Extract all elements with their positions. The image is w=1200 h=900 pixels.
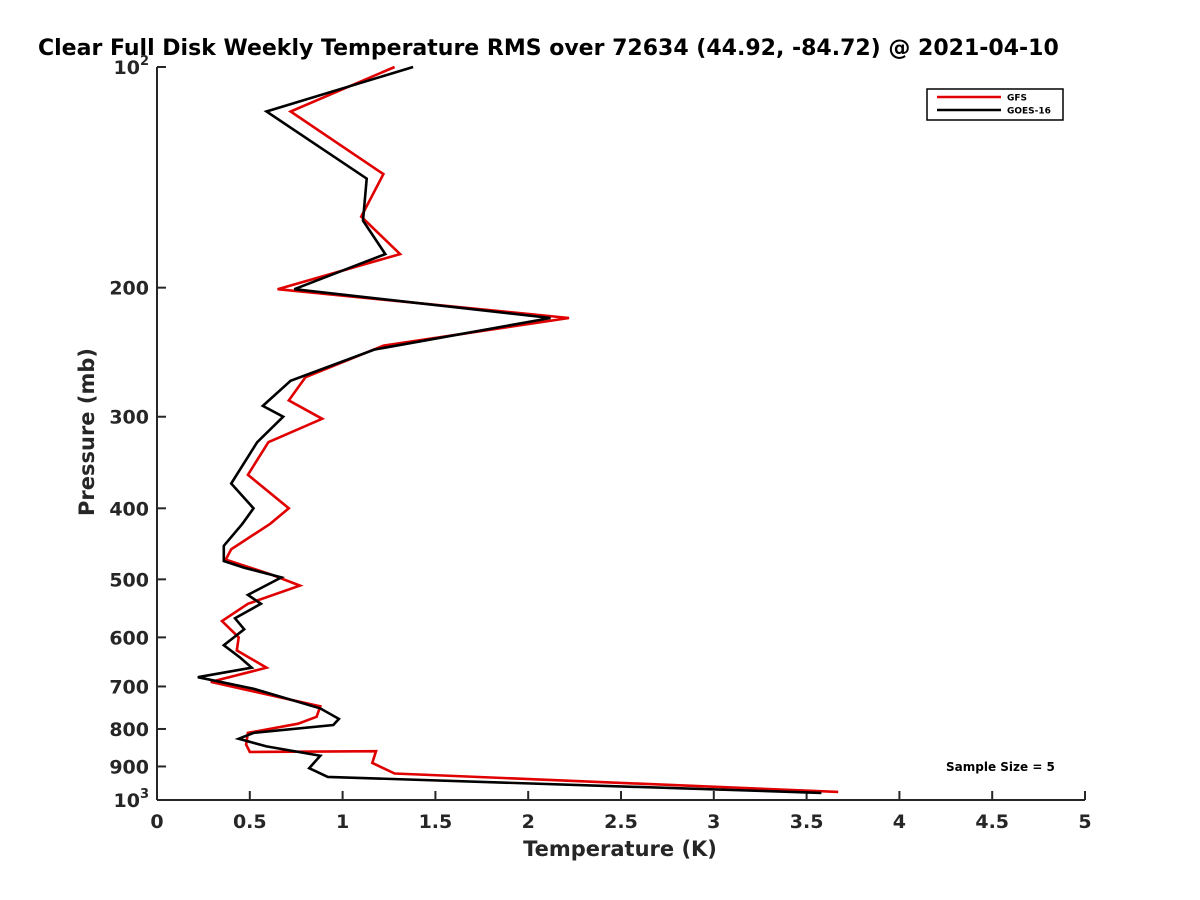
y-tick-label: 400 (109, 498, 149, 520)
x-tick-label: 3 (707, 811, 720, 833)
x-tick-label: 3.5 (790, 811, 824, 833)
y-axis-title: Pressure (mb) (75, 348, 99, 516)
chart-title: Clear Full Disk Weekly Temperature RMS o… (38, 36, 1059, 61)
x-tick-label: 2 (522, 811, 535, 833)
y-tick-label: 300 (109, 407, 149, 429)
legend-box (926, 88, 1064, 121)
series-lines (197, 65, 839, 795)
x-tick-label: 0.5 (233, 811, 267, 833)
series-line-gfs (210, 65, 839, 794)
y-tick-label: 800 (109, 719, 149, 741)
x-tick-label: 0 (150, 811, 163, 833)
y-tick-label: 103 (114, 787, 150, 812)
x-tick-label: 1 (336, 811, 349, 833)
x-tick-label: 4 (893, 811, 906, 833)
x-tick-label: 1.5 (419, 811, 453, 833)
x-tick-label: 4.5 (975, 811, 1009, 833)
series-line-goes16 (197, 65, 822, 795)
axes: 0 0.5 1 1.5 2 2.5 3 3.5 4 4.5 5 102 200 300 400 500 600 7… (109, 54, 1091, 833)
y-tick-label: 700 (109, 676, 149, 698)
x-tick-label: 5 (1078, 811, 1091, 833)
legend-label-goes16: GOES-16 (1007, 107, 1051, 117)
legend: GFS GOES-16 (926, 88, 1064, 121)
y-tick-label: 500 (109, 569, 149, 591)
y-tick-label: 900 (109, 756, 149, 778)
y-tick-label: 600 (109, 627, 149, 649)
sample-size-annotation: Sample Size = 5 (946, 760, 1055, 774)
x-tick-label: 2.5 (604, 811, 638, 833)
legend-label-gfs: GFS (1007, 94, 1027, 104)
x-axis-title: Temperature (K) (523, 837, 717, 861)
y-tick-label: 200 (109, 278, 149, 300)
y-tick-label: 102 (114, 54, 150, 79)
